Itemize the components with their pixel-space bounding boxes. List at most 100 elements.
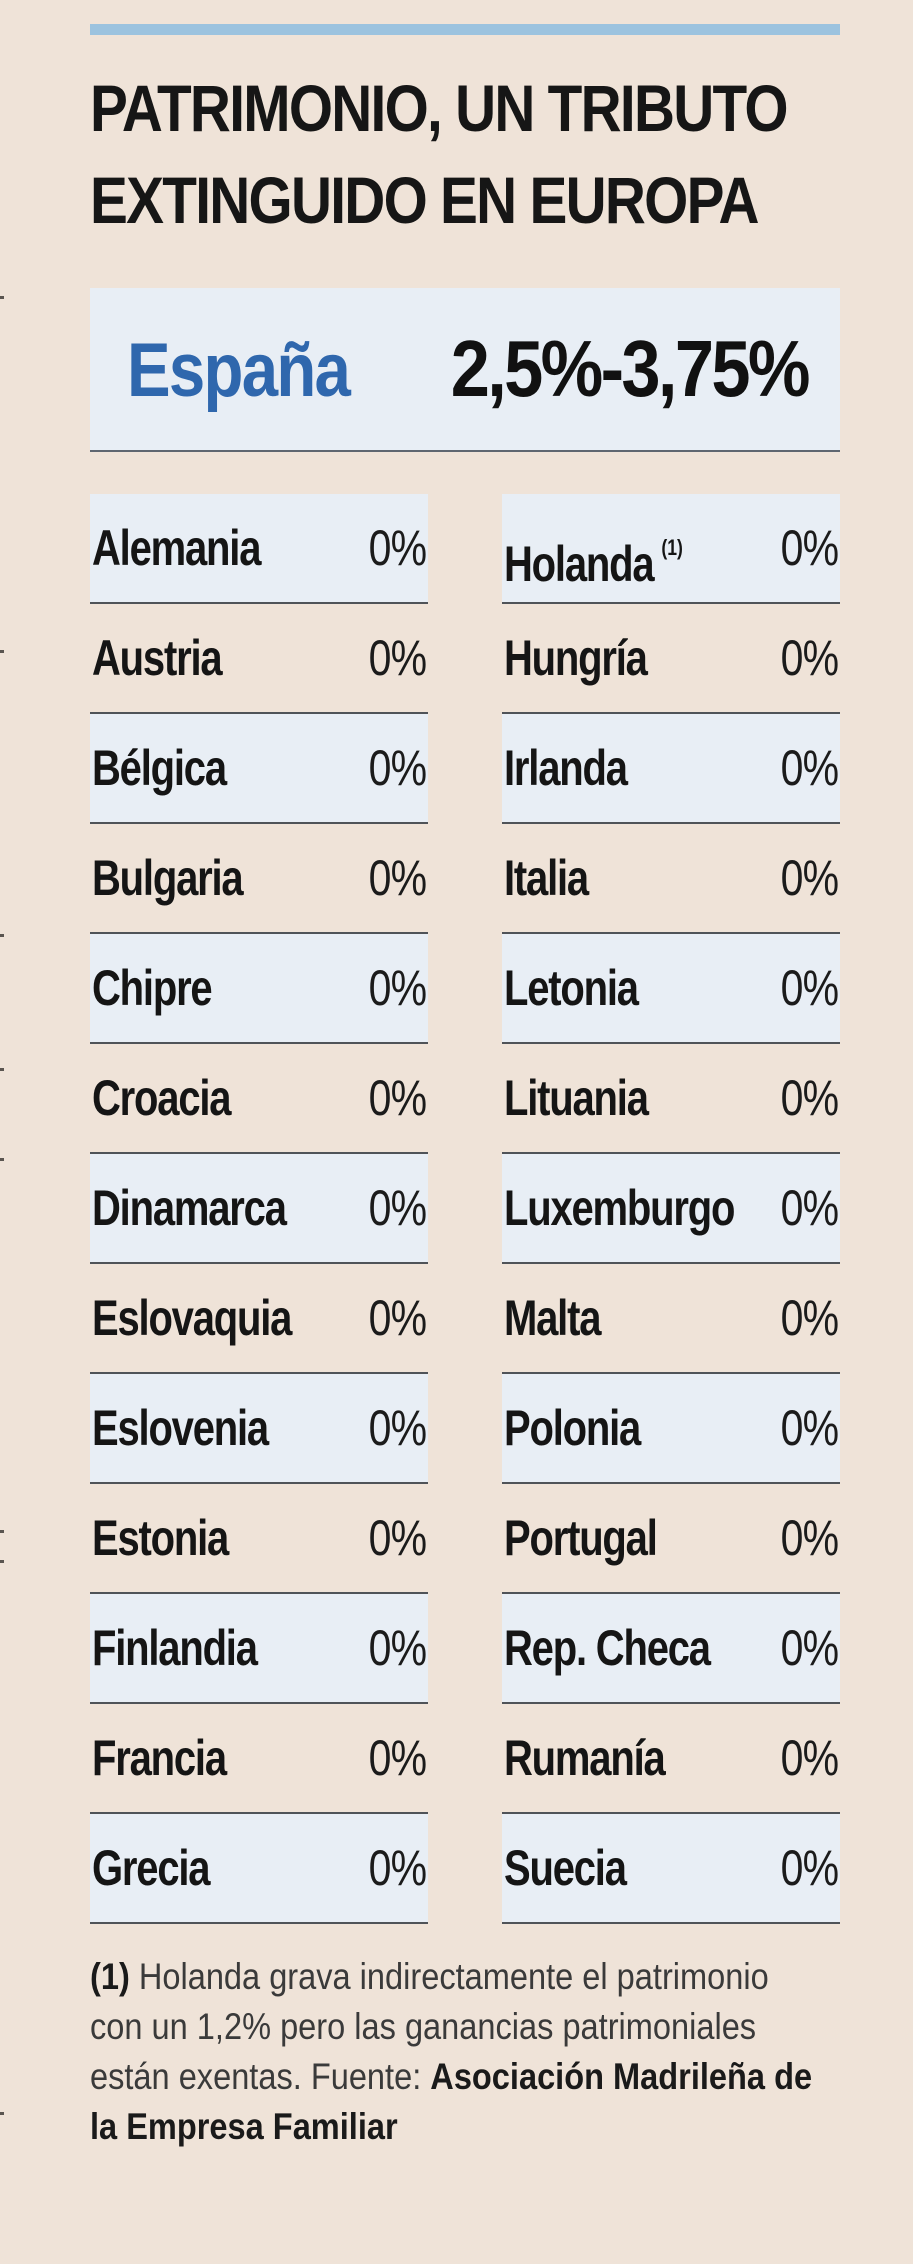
- country-list-left: Alemania 0% Austria 0% Bélgica 0% Bulgaria 0…: [90, 494, 428, 1924]
- country-row: Rep. Checa 0%: [502, 1594, 840, 1704]
- country-rate: 0%: [780, 1730, 838, 1786]
- country-name: Eslovenia: [92, 1400, 269, 1456]
- country-row: Malta 0%: [502, 1264, 840, 1374]
- country-row: Holanda (1) 0%: [502, 494, 840, 604]
- country-rate: 0%: [780, 850, 838, 906]
- country-rate: 0%: [780, 1070, 838, 1126]
- country-row: Eslovaquia 0%: [90, 1264, 428, 1374]
- country-row: Alemania 0%: [90, 494, 428, 604]
- margin-mark: [0, 934, 4, 937]
- spain-highlight-box: España 2,5%-3,75%: [90, 288, 840, 452]
- country-row: Italia 0%: [502, 824, 840, 934]
- country-rate: 0%: [368, 630, 426, 686]
- country-row: Dinamarca 0%: [90, 1154, 428, 1264]
- country-rate: 0%: [368, 850, 426, 906]
- country-rate: 0%: [368, 960, 426, 1016]
- country-rate: 0%: [780, 960, 838, 1016]
- country-row: Letonia 0%: [502, 934, 840, 1044]
- footnote-text-1: Holanda grava indirectamente el patrimon…: [129, 1956, 769, 1997]
- footnote-source-2: la Empresa Familiar: [90, 2106, 398, 2147]
- country-name: Grecia: [92, 1840, 211, 1896]
- page-title: PATRIMONIO, UN TRIBUTO EXTINGUIDO EN EUR…: [90, 62, 789, 246]
- country-name: Croacia: [92, 1070, 232, 1126]
- footnote-line-2: con un 1,2% pero las ganancias patrimoni…: [90, 2002, 829, 2052]
- country-row: Chipre 0%: [90, 934, 428, 1044]
- footnote-line-4: la Empresa Familiar: [90, 2102, 829, 2152]
- country-row: Bulgaria 0%: [90, 824, 428, 934]
- footnote-line-1: (1) Holanda grava indirectamente el patr…: [90, 1952, 829, 2002]
- country-rate: 0%: [368, 1400, 426, 1456]
- country-rate: 0%: [780, 520, 838, 576]
- country-name: Polonia: [504, 1400, 641, 1456]
- country-rate: 0%: [368, 1730, 426, 1786]
- country-row: Irlanda 0%: [502, 714, 840, 824]
- country-row: Grecia 0%: [90, 1814, 428, 1924]
- country-row: Rumanía 0%: [502, 1704, 840, 1814]
- country-rate: 0%: [368, 1840, 426, 1896]
- country-name: Portugal: [504, 1510, 658, 1566]
- country-rate: 0%: [368, 1070, 426, 1126]
- margin-mark: [0, 1530, 4, 1533]
- country-row: Francia 0%: [90, 1704, 428, 1814]
- country-name: Hungría: [504, 630, 648, 686]
- margin-mark: [0, 1068, 4, 1071]
- country-name: Chipre: [92, 960, 213, 1016]
- country-name: Dinamarca: [92, 1180, 287, 1236]
- country-name: Alemania: [92, 520, 261, 576]
- highlight-rate: 2,5%-3,75%: [450, 324, 811, 413]
- country-name: Holanda (1): [504, 518, 683, 594]
- country-name: Finlandia: [92, 1620, 258, 1676]
- country-row: Finlandia 0%: [90, 1594, 428, 1704]
- country-rate: 0%: [780, 1400, 838, 1456]
- country-rate: 0%: [368, 1620, 426, 1676]
- margin-mark: [0, 1560, 4, 1563]
- country-row: Austria 0%: [90, 604, 428, 714]
- country-rate: 0%: [780, 1290, 838, 1346]
- country-rate: 0%: [780, 1620, 838, 1676]
- country-rate: 0%: [368, 1290, 426, 1346]
- margin-mark: [0, 650, 4, 653]
- country-name: Malta: [504, 1290, 601, 1346]
- footnote-ref: (1): [661, 535, 683, 560]
- country-name: Rumanía: [504, 1730, 666, 1786]
- country-rate: 0%: [780, 1180, 838, 1236]
- country-row: Portugal 0%: [502, 1484, 840, 1594]
- country-name: Eslovaquia: [92, 1290, 292, 1346]
- country-rate: 0%: [780, 1840, 838, 1896]
- footnote-text-3: están exentas. Fuente:: [90, 2056, 431, 2097]
- country-rate: 0%: [368, 1510, 426, 1566]
- country-rate: 0%: [368, 520, 426, 576]
- footnote-line-3: están exentas. Fuente: Asociación Madril…: [90, 2052, 829, 2102]
- country-name: Luxemburgo: [504, 1180, 735, 1236]
- country-name: Austria: [92, 630, 223, 686]
- top-accent-rule: [90, 24, 840, 35]
- title-line-1: PATRIMONIO, UN TRIBUTO: [90, 71, 789, 145]
- country-list-right: Holanda (1) 0% Hungría 0% Irlanda 0% Italia 0…: [502, 494, 840, 1924]
- country-row: Hungría 0%: [502, 604, 840, 714]
- country-rate: 0%: [368, 1180, 426, 1236]
- country-rate: 0%: [780, 740, 838, 796]
- country-row: Eslovenia 0%: [90, 1374, 428, 1484]
- title-line-2: EXTINGUIDO EN EUROPA: [90, 163, 760, 237]
- country-row: Croacia 0%: [90, 1044, 428, 1154]
- country-row: Bélgica 0%: [90, 714, 428, 824]
- country-row: Suecia 0%: [502, 1814, 840, 1924]
- country-name: Bélgica: [92, 740, 227, 796]
- country-name: Suecia: [504, 1840, 627, 1896]
- country-name-text: Holanda: [504, 536, 655, 592]
- footnote-text-2: con un 1,2% pero las ganancias patrimoni…: [90, 2006, 757, 2047]
- country-rate: 0%: [780, 1510, 838, 1566]
- margin-mark: [0, 296, 4, 299]
- footnote-source-1: Asociación Madrileña de: [430, 2056, 813, 2097]
- country-row: Estonia 0%: [90, 1484, 428, 1594]
- country-name: Estonia: [92, 1510, 229, 1566]
- highlight-country: España: [127, 328, 351, 413]
- country-rate: 0%: [368, 740, 426, 796]
- country-row: Lituania 0%: [502, 1044, 840, 1154]
- margin-mark: [0, 2112, 4, 2115]
- country-row: Luxemburgo 0%: [502, 1154, 840, 1264]
- country-name: Bulgaria: [92, 850, 244, 906]
- country-rate: 0%: [780, 630, 838, 686]
- country-name: Rep. Checa: [504, 1620, 711, 1676]
